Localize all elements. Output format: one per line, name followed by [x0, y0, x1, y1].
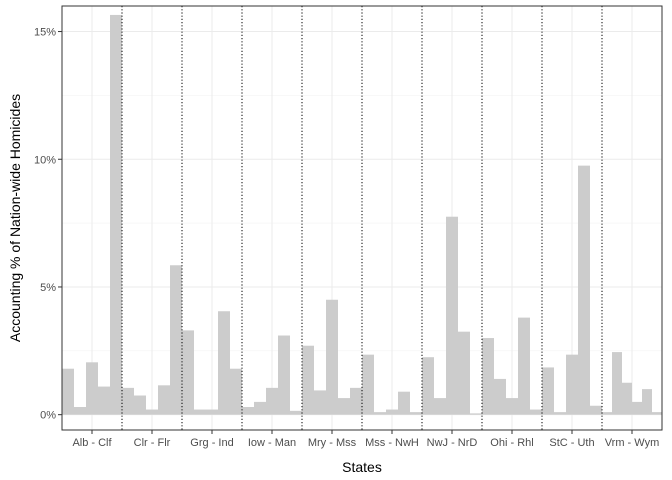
bar — [362, 354, 374, 415]
bar — [590, 405, 602, 415]
bar — [652, 412, 662, 415]
bar — [518, 317, 530, 415]
bar — [506, 398, 518, 415]
bar — [612, 352, 622, 415]
bars — [62, 14, 662, 415]
bar — [542, 367, 554, 415]
bar — [158, 385, 170, 415]
x-tick-label: NwJ - NrD — [427, 437, 478, 449]
x-tick-label: StC - Uth — [549, 437, 594, 449]
bar — [302, 345, 314, 415]
x-tick-label: Iow - Man — [248, 437, 296, 449]
x-tick-label: Alb - Clf — [72, 437, 112, 449]
bar — [278, 335, 290, 415]
bar — [386, 409, 398, 415]
bar — [194, 409, 206, 415]
bar — [482, 338, 494, 415]
x-axis-title: States — [342, 459, 382, 475]
x-tick-label: Clr - Flr — [134, 437, 171, 449]
bar — [602, 412, 612, 415]
panel-border — [61, 5, 663, 431]
bar — [622, 382, 632, 415]
bar — [230, 368, 242, 415]
bar — [446, 216, 458, 415]
bar — [74, 407, 86, 415]
bar — [458, 331, 470, 415]
bar — [530, 409, 542, 415]
bar — [350, 387, 362, 415]
bar — [314, 390, 326, 415]
y-tick-label: 15% — [34, 27, 56, 39]
bar — [182, 330, 194, 415]
y-tick-label: 0% — [40, 410, 56, 422]
bar — [254, 401, 266, 415]
y-axis-title: Accounting % of Nation-wide Homicides — [7, 94, 23, 342]
x-tick-label: Ohi - Rhl — [490, 437, 533, 449]
bar — [218, 311, 230, 415]
x-tick-label: Vrm - Wym — [605, 437, 659, 449]
x-tick-label: Mry - Mss — [308, 437, 357, 449]
bar — [642, 389, 652, 415]
bar — [434, 398, 446, 415]
bar — [338, 398, 350, 415]
bar — [62, 368, 74, 415]
bar — [290, 410, 302, 415]
bar — [578, 165, 590, 415]
bar — [398, 391, 410, 415]
x-axis-ticks: Alb - Clf Clr - Flr Grg - Ind Iow - Man Mry … — [72, 430, 659, 449]
bar — [170, 265, 182, 415]
bar — [266, 387, 278, 415]
y-tick-label: 10% — [34, 154, 56, 166]
bar — [98, 386, 110, 415]
bar — [494, 378, 506, 415]
bar — [632, 401, 642, 415]
bar — [422, 357, 434, 415]
group-separators — [121, 6, 603, 430]
bar — [374, 412, 386, 415]
x-tick-label: Grg - Ind — [190, 437, 233, 449]
bar — [122, 387, 134, 415]
bar — [146, 409, 158, 415]
bar — [410, 412, 422, 415]
x-tick-label: Mss - NwH — [365, 437, 419, 449]
bar — [134, 395, 146, 415]
bar — [470, 413, 482, 415]
y-axis-ticks: 0% 5% 10% 15% — [34, 27, 62, 422]
bar — [326, 299, 338, 415]
bar — [86, 362, 98, 415]
bar — [206, 409, 218, 415]
bar — [566, 354, 578, 415]
bar — [110, 14, 122, 415]
bar — [242, 407, 254, 415]
y-tick-label: 5% — [40, 282, 56, 294]
bar — [554, 412, 566, 415]
